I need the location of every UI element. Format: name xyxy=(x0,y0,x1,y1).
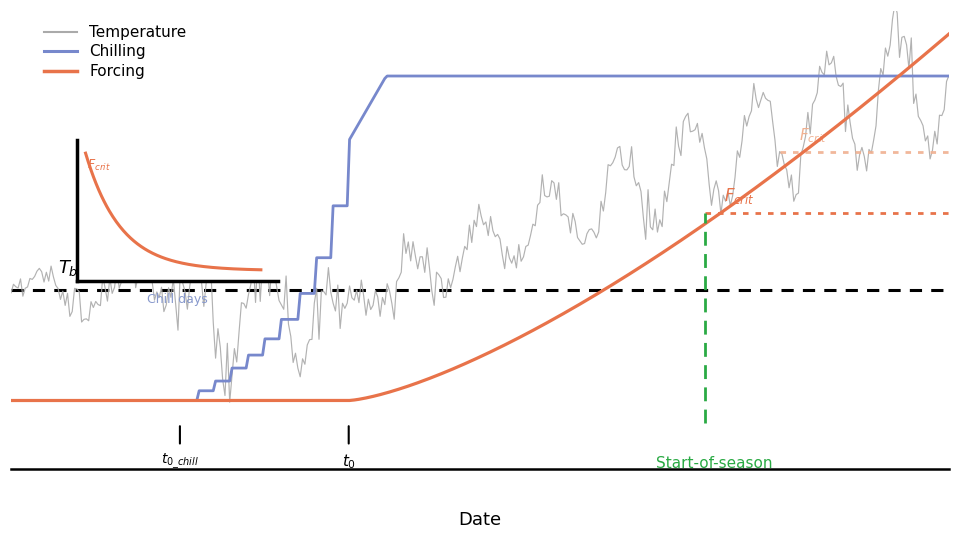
Text: Chill days: Chill days xyxy=(147,293,208,306)
Text: $F_{crit}$: $F_{crit}$ xyxy=(724,186,755,206)
Text: Start-of-season: Start-of-season xyxy=(657,456,773,471)
Legend: Temperature, Chilling, Forcing: Temperature, Chilling, Forcing xyxy=(37,19,193,85)
Text: $F_{crit}$: $F_{crit}$ xyxy=(86,158,110,173)
Text: $t_{0\_chill}$: $t_{0\_chill}$ xyxy=(161,452,199,471)
Text: $F_{crit}$: $F_{crit}$ xyxy=(799,126,828,145)
Text: $T_{base}$: $T_{base}$ xyxy=(58,258,101,278)
X-axis label: Date: Date xyxy=(459,511,501,529)
Text: $t_0$: $t_0$ xyxy=(342,452,356,471)
